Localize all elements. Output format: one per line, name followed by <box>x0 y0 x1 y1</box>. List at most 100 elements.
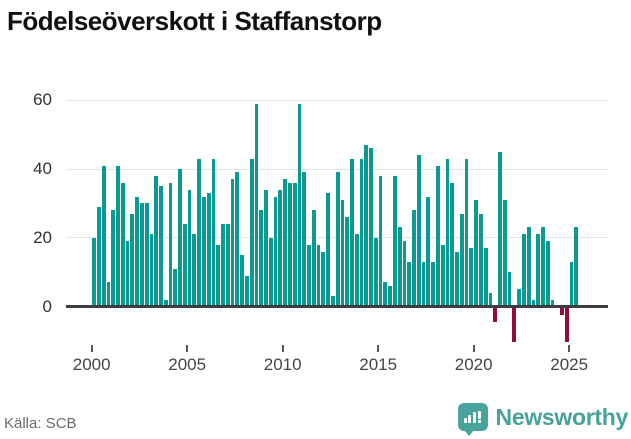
bar <box>574 227 579 307</box>
bar <box>297 103 302 307</box>
bar <box>307 244 311 307</box>
bar <box>168 182 173 307</box>
bar <box>268 237 273 307</box>
x-axis-label: 2005 <box>168 355 207 374</box>
bar <box>388 285 393 307</box>
bar <box>397 227 402 307</box>
bar <box>569 261 574 307</box>
bar <box>464 158 469 307</box>
x-axis-label: 2000 <box>72 355 111 374</box>
bar <box>278 189 283 307</box>
bar <box>178 169 182 307</box>
bar <box>393 175 397 307</box>
bar <box>383 282 388 307</box>
chart-title: Födelseöverskott i Staffanstorp <box>7 6 382 36</box>
bar <box>130 213 135 307</box>
bar <box>111 210 116 307</box>
x-axis-label: 2010 <box>263 355 302 374</box>
bar <box>507 272 512 307</box>
bar <box>330 296 335 307</box>
bar <box>211 158 216 307</box>
newsworthy-bubble-icon <box>457 403 488 436</box>
bar <box>498 151 502 307</box>
x-axis-tick <box>281 345 284 352</box>
bar <box>202 196 206 307</box>
bar <box>436 165 440 307</box>
x-axis-label: 2015 <box>359 355 398 374</box>
bar <box>412 210 416 307</box>
bar <box>550 299 555 307</box>
bar <box>478 213 483 307</box>
bar <box>345 217 350 307</box>
y-axis-label: 40 <box>33 159 52 178</box>
x-axis-label: 2025 <box>550 355 589 374</box>
bar <box>541 227 545 307</box>
bar <box>249 158 254 307</box>
bar <box>173 268 178 307</box>
bar <box>531 299 536 307</box>
gridline <box>66 99 608 101</box>
bar <box>378 175 383 307</box>
bar <box>369 148 373 307</box>
bar <box>564 308 569 343</box>
bar <box>135 196 139 307</box>
bar <box>483 248 488 307</box>
bar <box>521 234 526 307</box>
logo-bar-icon <box>472 412 476 423</box>
bar <box>407 261 412 307</box>
bar <box>316 244 321 307</box>
y-axis-label: 0 <box>42 296 52 316</box>
bar <box>292 182 297 307</box>
bar <box>230 179 235 307</box>
bar <box>139 203 144 307</box>
logo-bar-icon <box>468 415 472 423</box>
bar <box>287 182 292 307</box>
bar <box>560 308 564 315</box>
bar <box>116 165 120 307</box>
bar <box>302 172 307 307</box>
bar <box>440 244 445 307</box>
bar <box>445 158 450 307</box>
bar <box>120 182 125 307</box>
bar <box>416 155 421 307</box>
bar <box>364 144 369 307</box>
bar <box>459 213 464 307</box>
bar <box>144 203 149 307</box>
bar <box>373 237 378 307</box>
y-axis-label: 60 <box>33 90 52 110</box>
x-axis-line <box>66 305 608 308</box>
bar <box>206 193 211 307</box>
x-axis-tick <box>90 345 93 352</box>
bar <box>245 275 249 307</box>
bar <box>450 182 455 307</box>
x-axis-tick <box>472 345 475 352</box>
bar <box>182 224 187 307</box>
bar <box>350 158 354 307</box>
bar <box>488 292 493 307</box>
bar <box>149 234 154 307</box>
bar <box>359 158 364 307</box>
bar <box>545 241 550 307</box>
bar <box>283 179 287 307</box>
logo-bar-icon <box>463 418 467 423</box>
bar <box>474 199 478 307</box>
bar <box>321 251 326 307</box>
bar <box>502 199 507 307</box>
bar <box>106 282 111 307</box>
newsworthy-logo: Newsworthy <box>457 403 629 436</box>
bar <box>311 210 316 307</box>
bar <box>526 227 531 307</box>
bar <box>101 165 106 307</box>
bar <box>273 196 278 307</box>
bar <box>431 261 436 307</box>
bar <box>259 210 264 307</box>
newsworthy-wordmark: Newsworthy <box>495 403 629 430</box>
bar <box>421 261 426 307</box>
bar <box>192 234 197 307</box>
bar <box>455 251 459 307</box>
bar <box>225 224 230 307</box>
bar <box>92 237 96 307</box>
x-axis-label: 2020 <box>454 355 493 374</box>
bar <box>221 224 225 307</box>
